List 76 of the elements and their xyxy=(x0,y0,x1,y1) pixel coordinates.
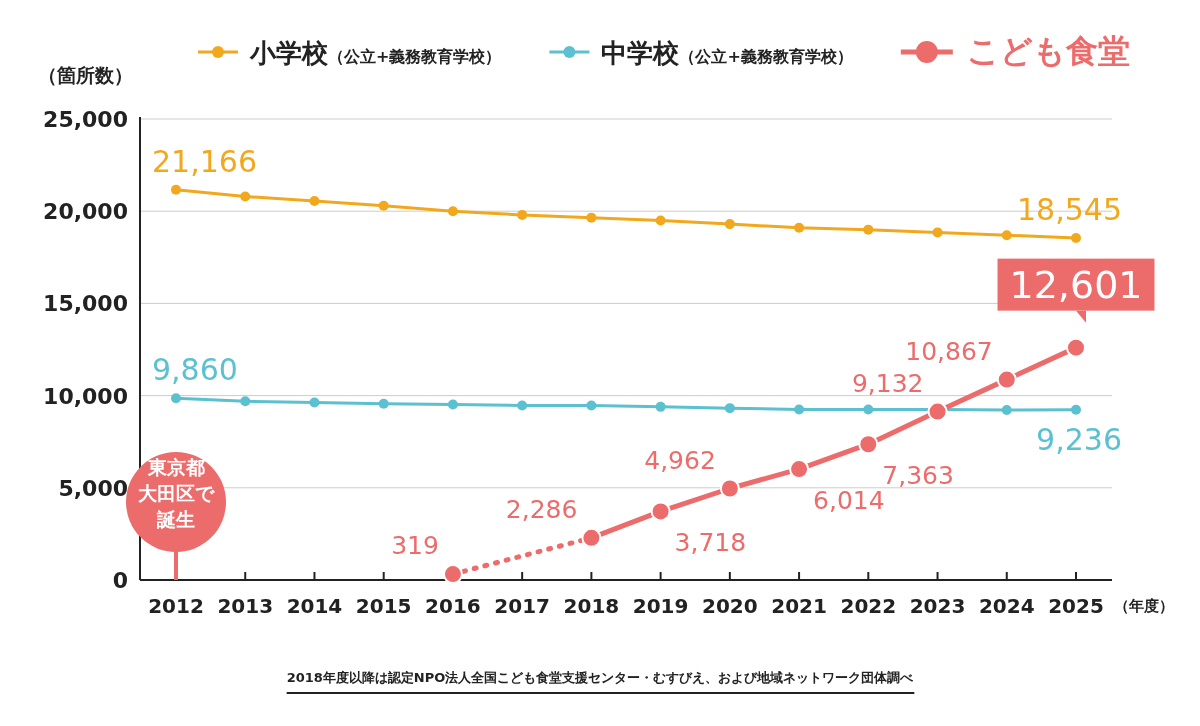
x-tick-label: 2018 xyxy=(563,594,620,618)
data-label: 9,132 xyxy=(851,368,924,398)
point xyxy=(240,396,251,407)
annotation: 東京都大田区で誕生 xyxy=(138,456,215,530)
point xyxy=(927,401,948,422)
point xyxy=(1071,404,1081,415)
x-tick-label: 2021 xyxy=(771,594,827,618)
point xyxy=(650,501,671,522)
x-axis-title: （年度） xyxy=(1114,597,1174,615)
y-tick-label: 15,000 xyxy=(43,291,128,317)
legend-label: こども食堂 xyxy=(966,32,1130,70)
point xyxy=(1001,230,1012,241)
data-label: 9,236 xyxy=(1036,421,1122,457)
point xyxy=(586,212,597,223)
x-tick-label: 2016 xyxy=(425,594,481,618)
data-label: 7,363 xyxy=(882,461,954,491)
point xyxy=(240,191,251,202)
x-tick-label: 2025 xyxy=(1048,594,1104,618)
point xyxy=(517,400,528,411)
point xyxy=(794,404,805,415)
point xyxy=(442,564,463,585)
x-tick-label: 2024 xyxy=(978,594,1035,618)
y-tick-label: 5,000 xyxy=(58,475,128,501)
point xyxy=(378,398,389,409)
data-label: 3,718 xyxy=(674,528,747,558)
point xyxy=(447,206,458,217)
data-label: 21,166 xyxy=(152,143,257,179)
data-label: 12,601 xyxy=(1009,262,1143,307)
data-label: 18,545 xyxy=(1017,192,1122,228)
point xyxy=(1071,233,1081,244)
y-tick-label: 25,000 xyxy=(43,107,128,132)
point xyxy=(171,184,181,195)
x-tick-label: 2020 xyxy=(702,594,758,618)
point xyxy=(863,404,874,415)
x-tick-label: 2023 xyxy=(909,594,966,618)
point xyxy=(378,200,389,211)
data-label: 2,286 xyxy=(505,494,578,524)
y-tick-label: 10,000 xyxy=(43,383,128,409)
x-tick-label: 2015 xyxy=(355,594,412,618)
point xyxy=(863,224,874,235)
data-label: 4,962 xyxy=(644,445,716,475)
x-tick-label: 2013 xyxy=(217,594,274,618)
point xyxy=(932,227,943,238)
point xyxy=(581,527,602,548)
point xyxy=(655,401,666,412)
y-axis-title: （箇所数） xyxy=(38,64,133,86)
point xyxy=(309,397,320,408)
y-tick-label: 20,000 xyxy=(43,199,128,225)
point xyxy=(171,393,181,404)
point xyxy=(724,219,735,230)
data-label: 10,867 xyxy=(905,336,993,366)
data-label: 319 xyxy=(391,531,439,561)
x-tick-label: 2022 xyxy=(840,594,897,618)
x-tick-label: 2017 xyxy=(494,594,550,618)
data-label: 6,014 xyxy=(813,486,885,516)
x-tick-label: 2019 xyxy=(632,594,689,618)
point xyxy=(655,215,666,226)
point xyxy=(996,369,1017,390)
point xyxy=(858,434,879,455)
x-tick-label: 2014 xyxy=(286,594,343,618)
point xyxy=(789,459,810,480)
data-label: 9,860 xyxy=(152,352,238,388)
point xyxy=(447,399,458,410)
x-tick-label: 2012 xyxy=(148,594,204,618)
legend-label: 中学校（公立+義務教育学校） xyxy=(601,38,853,68)
point xyxy=(719,478,740,499)
point xyxy=(1001,404,1012,415)
point xyxy=(517,209,528,220)
point xyxy=(724,403,735,414)
point xyxy=(586,400,597,411)
point xyxy=(1066,337,1086,358)
point xyxy=(794,222,805,233)
y-tick-label: 0 xyxy=(112,568,128,593)
point xyxy=(309,196,320,207)
legend-label: 小学校（公立+義務教育学校） xyxy=(249,38,502,68)
text: 2018年度以降は認定NPO法人全国こども食堂支援センター・むすびえ、および地域ネットワーク団体調べ xyxy=(286,670,915,685)
